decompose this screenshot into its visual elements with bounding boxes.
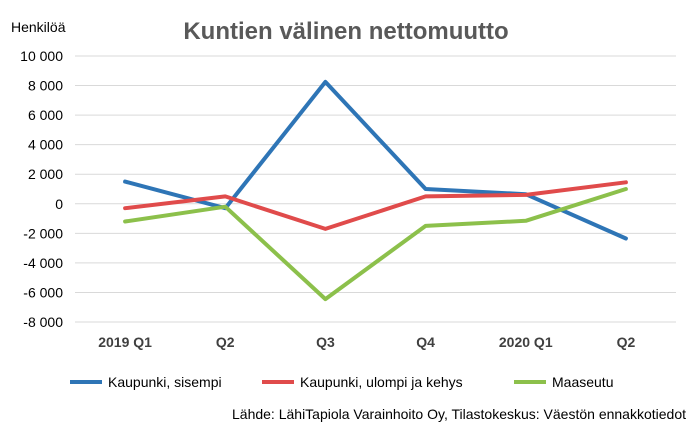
data-point — [124, 181, 126, 183]
x-tick-label: 2020 Q1 — [499, 334, 553, 350]
x-tick-label: Q2 — [617, 334, 636, 350]
data-point — [625, 188, 627, 190]
data-point — [425, 188, 427, 190]
y-tick-label: -2 000 — [23, 225, 63, 241]
y-tick-label: 4 000 — [28, 137, 63, 153]
data-point — [224, 195, 226, 197]
y-axis-ticks: 10 000 8 000 6 000 4 000 2 000 0 -2 000 -4 000 -… — [20, 48, 63, 330]
y-tick-label: 10 000 — [20, 48, 63, 64]
data-point — [124, 221, 126, 223]
y-tick-label: 8 000 — [28, 78, 63, 94]
source-note: Lähde: LähiTapiola Varainhoito Oy, Tilas… — [232, 406, 686, 422]
y-tick-label: -8 000 — [23, 314, 63, 330]
data-point — [324, 298, 326, 300]
x-tick-label: Q4 — [416, 334, 435, 350]
data-point — [525, 194, 527, 196]
x-axis-ticks: 2019 Q1 Q2 Q3 Q4 2020 Q1 Q2 — [98, 334, 635, 350]
data-point — [625, 238, 627, 240]
data-point — [425, 195, 427, 197]
y-tick-label: -6 000 — [23, 284, 63, 300]
series-line-2 — [123, 180, 628, 231]
chart-title: Kuntien välinen nettomuutto — [183, 18, 508, 45]
y-tick-label: 6 000 — [28, 107, 63, 123]
x-tick-label: Q2 — [216, 334, 235, 350]
series-line-3 — [123, 187, 628, 302]
y-tick-label: 0 — [55, 196, 63, 212]
data-point — [525, 220, 527, 222]
x-tick-label: 2019 Q1 — [98, 334, 152, 350]
x-tick-label: Q3 — [316, 334, 335, 350]
legend-label: Maaseutu — [552, 374, 613, 390]
y-tick-label: 2 000 — [28, 166, 63, 182]
series-line-1 — [123, 79, 628, 241]
data-point — [425, 225, 427, 227]
data-point — [124, 207, 126, 209]
y-tick-label: -4 000 — [23, 255, 63, 271]
legend-label: Kaupunki, ulompi ja kehys — [300, 374, 463, 390]
data-point — [324, 228, 326, 230]
data-point — [324, 81, 326, 83]
data-point — [625, 181, 627, 183]
legend: Kaupunki, sisempi Kaupunki, ulompi ja keh… — [70, 374, 613, 390]
y-axis-unit-label: Henkilöä — [11, 19, 66, 35]
legend-label: Kaupunki, sisempi — [108, 374, 222, 390]
data-point — [224, 206, 226, 208]
data-series — [123, 79, 628, 302]
